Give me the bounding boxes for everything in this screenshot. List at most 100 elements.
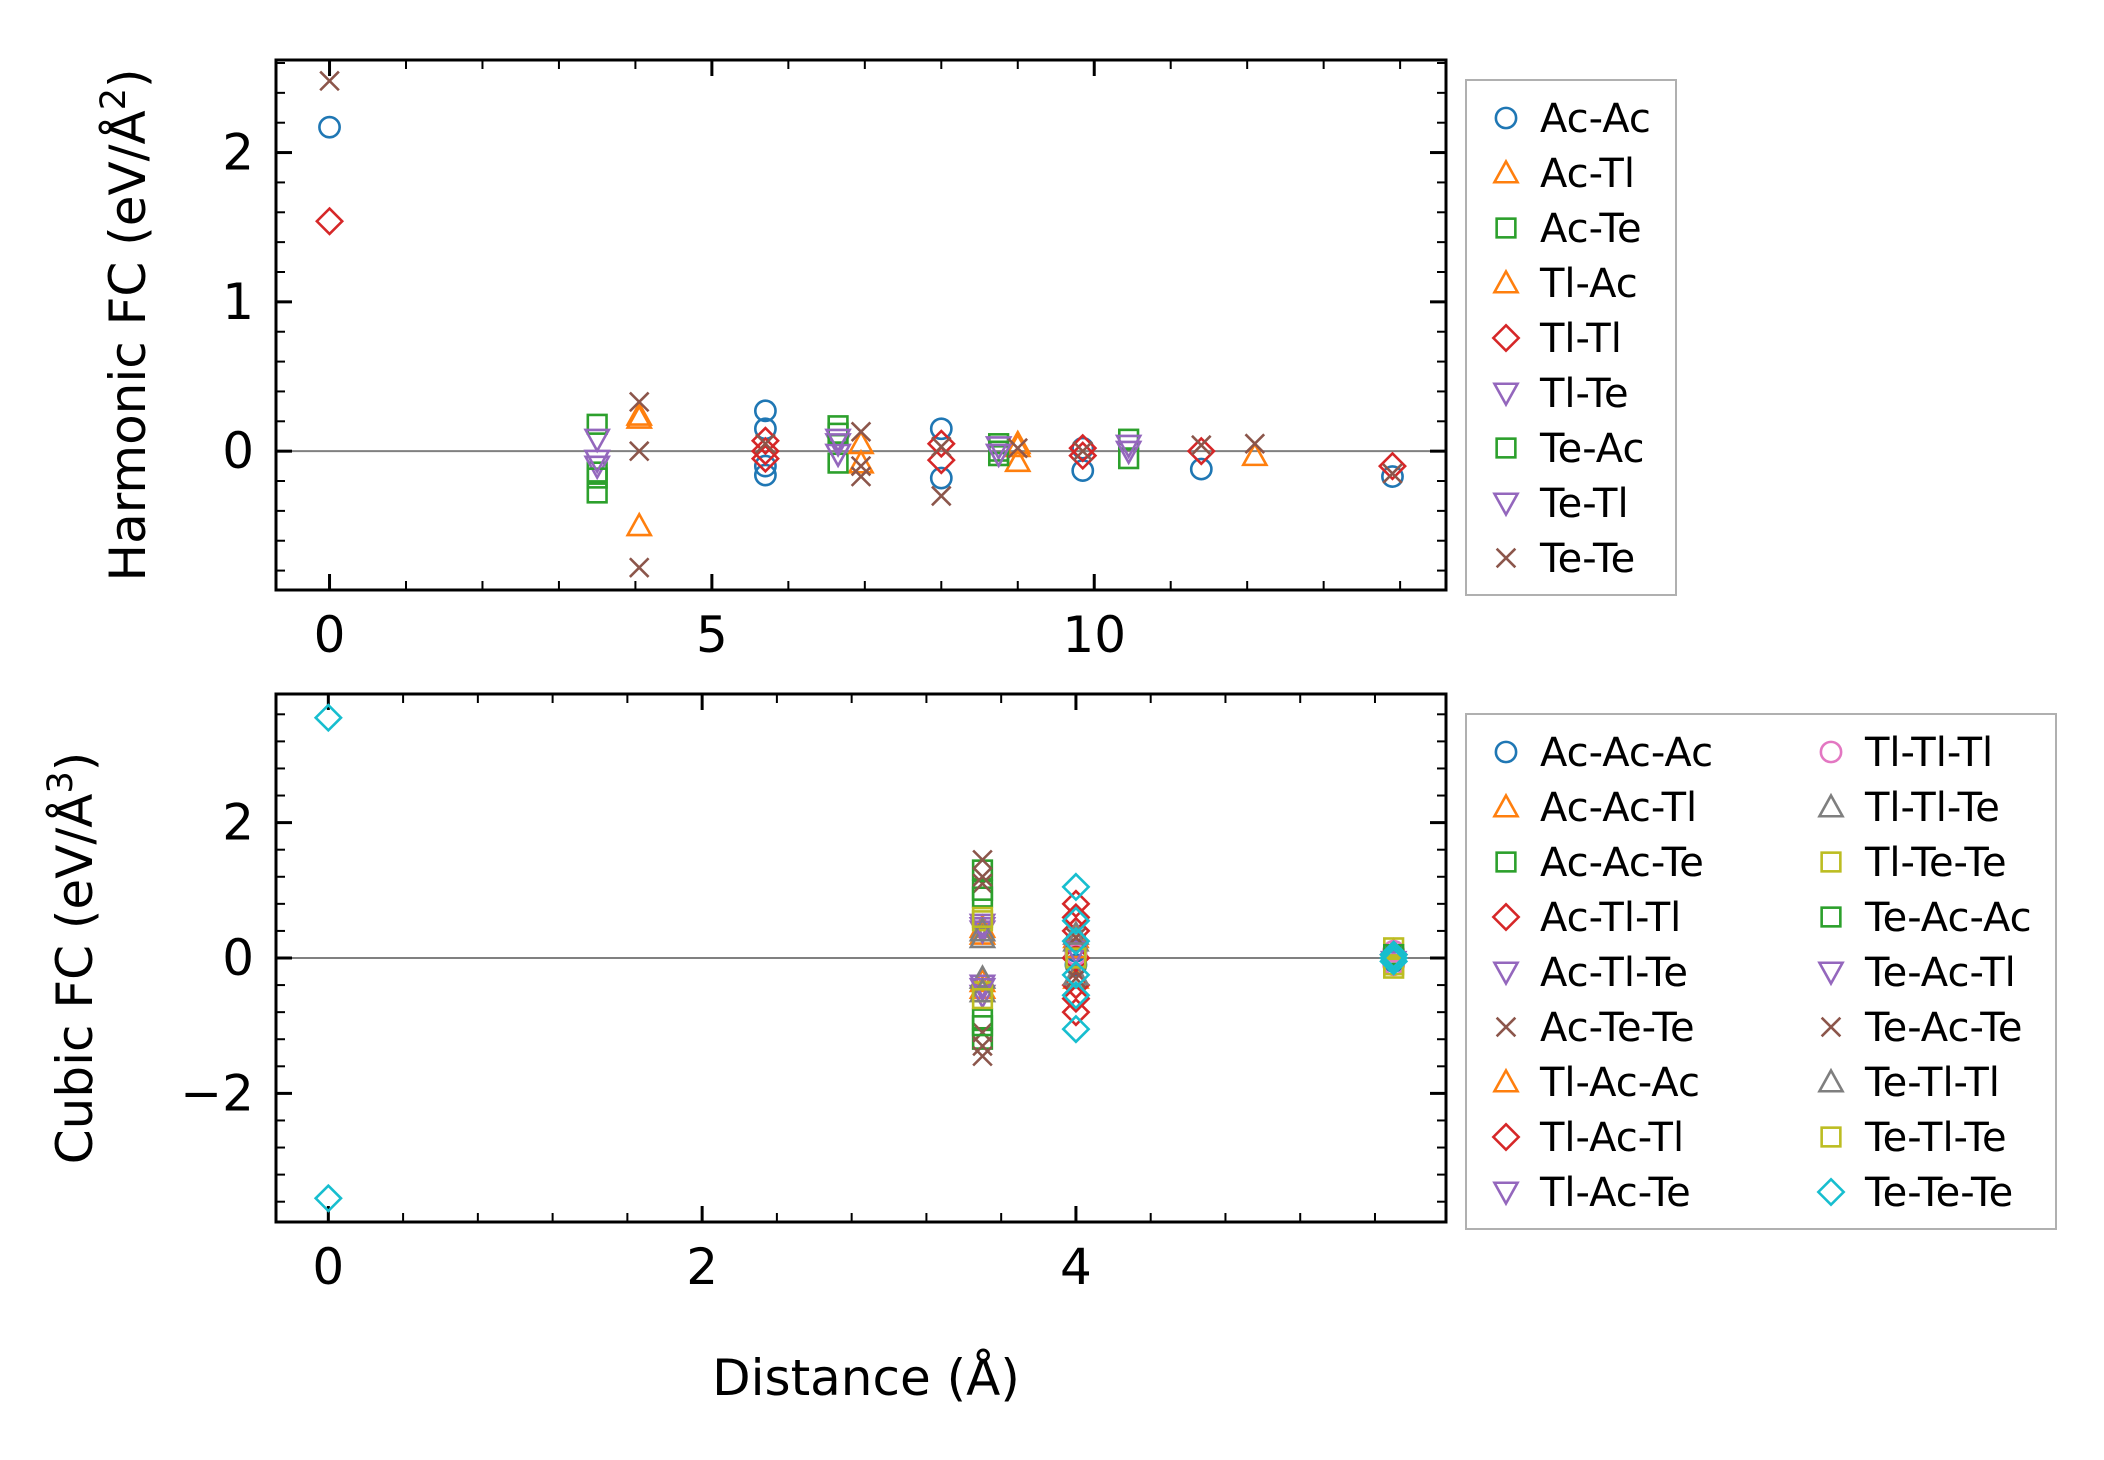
point-tl-tl <box>1068 441 1098 471</box>
harmonic-legend: Ac-Ac Ac-Tl Ac-Te Tl-Ac Tl-Tl Tl-Te Te-Ac Te-Tl… <box>1465 79 1677 596</box>
x-tick-label: 10 <box>1062 606 1126 664</box>
legend-item-ac-ac-te: Ac-Ac-Te <box>1495 840 1704 886</box>
point-ac-tl-te <box>968 913 997 939</box>
point-te-te-te <box>1061 1014 1091 1044</box>
legend-item-tl-tl-te: Tl-Tl-Te <box>1817 785 2000 831</box>
legend-marker-ac-ac-tl <box>1492 792 1520 818</box>
point-tl-ac-tl <box>1061 984 1091 1014</box>
point-te-ac-te <box>972 866 993 888</box>
point-ac-tl <box>625 511 653 537</box>
legend-item-ac-tl-tl: Ac-Tl-Tl <box>1491 895 1681 941</box>
cubic-tick-labels: 0 2 4 −2 0 2 <box>180 794 1092 1296</box>
legend-label: Tl-Ac-Ac <box>1539 1060 1700 1106</box>
legend-item-ac-ac-ac: Ac-Ac-Ac <box>1494 730 1713 776</box>
point-tl-te <box>1114 440 1143 466</box>
legend-label: Te-Ac-Tl <box>1864 950 2016 996</box>
point-tl-tl-te <box>968 964 997 989</box>
point-tl-te <box>583 428 611 454</box>
legend-frame <box>1465 713 2057 1230</box>
legend-item-te-te: Te-Te <box>1495 536 1635 582</box>
cubic-fc-plot: 0 2 4 −2 0 2 Cubic FC (eV/Å3) <box>41 692 1448 1296</box>
point-ac-te-te <box>972 873 993 894</box>
point-tl-te <box>824 443 852 469</box>
point-te-te-te <box>313 703 343 733</box>
legend-item-te-tl-te: Te-Tl-Te <box>1820 1115 2007 1161</box>
legend-marker-ac-ac-ac <box>1494 740 1518 764</box>
point-te-te <box>628 440 650 462</box>
legend-item-ac-te-te: Ac-Te-Te <box>1495 1005 1695 1051</box>
series-ac-ac <box>318 115 1404 490</box>
point-tl-tl <box>1186 436 1216 466</box>
legend-label: Tl-Tl <box>1539 316 1622 362</box>
series-te-te <box>319 70 1403 578</box>
legend-item-tl-te-te: Tl-Te-Te <box>1820 840 2007 886</box>
point-te-te <box>628 557 650 578</box>
legend-label: Ac-Ac <box>1540 96 1651 142</box>
legend-item-tl-ac-tl: Tl-Ac-Tl <box>1491 1115 1684 1161</box>
legend-marker-tl-ac-ac <box>1492 1067 1520 1093</box>
point-tl-te <box>984 436 1013 461</box>
cubic-axes-frame <box>274 692 1448 1224</box>
legend-marker-te-tl-tl <box>1817 1067 1845 1093</box>
legend-marker-te-te-te <box>1816 1177 1846 1207</box>
point-te-tl-te <box>971 906 994 929</box>
point-te-tl <box>824 428 852 454</box>
legend-frame <box>1465 79 1677 596</box>
point-ac-te <box>586 482 608 504</box>
legend-marker-te-tl-te <box>1820 1126 1842 1148</box>
point-tl-tl-te <box>968 923 997 949</box>
point-te-tl <box>984 443 1013 469</box>
legend-item-tl-tl-tl: Tl-Tl-Tl <box>1819 730 1993 776</box>
x-tick-label: 5 <box>696 606 728 664</box>
point-te-tl-te <box>1065 947 1087 969</box>
point-ac-ac <box>753 399 777 423</box>
point-ac-te-te <box>972 1045 993 1067</box>
point-tl-ac-te <box>968 974 997 1000</box>
harmonic-y-axis-label: Harmonic FC (eV/Å2) <box>94 68 157 581</box>
harmonic-data-points <box>315 70 1407 578</box>
y-tick-label: 1 <box>222 273 254 331</box>
point-ac-ac <box>1189 457 1213 481</box>
legend-label: Te-Ac <box>1539 426 1644 472</box>
legend-item-te-ac-tl: Te-Ac-Tl <box>1817 950 2016 996</box>
point-te-te <box>850 455 872 477</box>
legend-label: Te-Ac-Te <box>1864 1005 2022 1051</box>
point-ac-tl <box>1004 447 1032 473</box>
series-te-te-te <box>313 703 1409 1213</box>
legend-label: Ac-Ac-Ac <box>1540 730 1713 776</box>
point-te-te <box>931 485 952 507</box>
legend-marker-tl-tl-tl <box>1819 740 1843 764</box>
point-ac-tl-te <box>968 984 997 1010</box>
x-axis-label: Distance (Å) <box>712 1349 1020 1407</box>
point-te-te <box>850 466 872 487</box>
point-te-ac-ac <box>971 879 994 901</box>
legend-item-te-tl: Te-Tl <box>1492 481 1629 527</box>
point-te-te-te <box>1061 926 1091 956</box>
legend-item-ac-tl: Ac-Tl <box>1492 151 1635 197</box>
point-te-te <box>1244 433 1266 454</box>
harmonic-tick-labels: 0 5 10 0 1 2 <box>222 124 1126 664</box>
cubic-data-points <box>313 703 1409 1213</box>
harmonic-axes-frame <box>274 58 1448 592</box>
point-ac-ac <box>753 454 777 478</box>
point-te-te <box>1191 434 1212 456</box>
point-ac-ac <box>1071 436 1095 460</box>
series-te-tl <box>583 428 1143 475</box>
legend-marker-te-te <box>1495 547 1517 569</box>
point-te-tl <box>583 449 611 475</box>
y-tick-label: 0 <box>222 422 254 480</box>
point-tl-tl <box>315 206 345 236</box>
point-tl-tl <box>750 436 780 466</box>
point-ac-ac-te <box>971 1028 994 1050</box>
point-tl-ac-ac <box>968 967 997 993</box>
point-te-te <box>931 436 952 457</box>
legend-item-ac-ac-tl: Ac-Ac-Tl <box>1492 785 1697 831</box>
point-tl-te <box>583 455 611 481</box>
legend-label: Tl-Ac-Tl <box>1539 1115 1684 1161</box>
legend-marker-tl-te-te <box>1820 851 1842 873</box>
point-ac-te <box>586 413 608 435</box>
point-te-tl-tl <box>968 977 997 1003</box>
point-te-te <box>850 421 872 443</box>
point-ac-tl <box>625 404 653 429</box>
legend-marker-te-ac-te <box>1820 1016 1842 1038</box>
